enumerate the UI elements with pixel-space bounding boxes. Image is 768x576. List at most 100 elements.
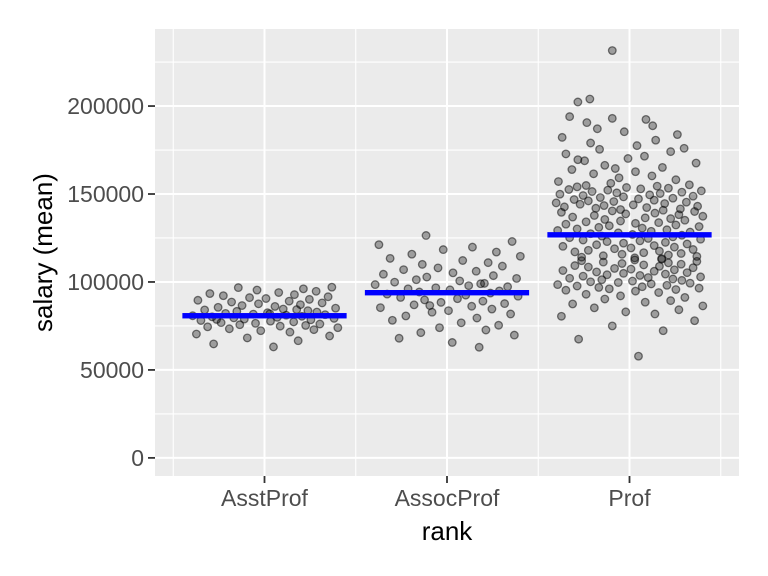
data-point <box>637 223 647 233</box>
data-point <box>385 253 395 263</box>
data-point <box>407 249 417 259</box>
mean-crossbar <box>547 232 712 238</box>
data-point <box>623 154 633 163</box>
data-point <box>680 292 690 302</box>
data-point <box>487 304 497 314</box>
data-point <box>682 268 692 278</box>
data-point <box>652 181 662 191</box>
data-point <box>298 284 308 294</box>
data-point <box>581 217 591 227</box>
data-point <box>676 249 686 258</box>
data-point <box>433 263 443 273</box>
data-point <box>467 242 477 252</box>
data-point <box>634 194 643 204</box>
data-point <box>636 184 646 194</box>
data-point <box>436 297 446 307</box>
data-point <box>647 171 657 181</box>
data-point <box>251 318 260 328</box>
data-point <box>568 299 578 309</box>
data-point <box>651 135 661 145</box>
x-axis-title: rank <box>422 516 474 546</box>
data-point <box>325 331 335 341</box>
data-point <box>270 301 280 311</box>
data-point <box>619 127 629 137</box>
data-point <box>447 338 457 347</box>
data-point <box>610 164 620 173</box>
y-tick-label: 200000 <box>67 93 144 119</box>
data-point <box>218 291 228 301</box>
data-point <box>278 304 288 314</box>
data-point <box>573 97 583 107</box>
data-point <box>642 203 652 213</box>
data-point <box>610 263 619 273</box>
data-point <box>417 259 427 269</box>
data-point <box>570 247 580 257</box>
data-point <box>227 297 237 307</box>
data-point <box>224 324 234 334</box>
data-point <box>507 237 517 246</box>
data-point <box>509 330 519 340</box>
data-point <box>692 252 702 261</box>
data-point <box>274 288 284 297</box>
data-point <box>289 317 299 327</box>
data-point <box>585 94 595 104</box>
data-point <box>654 288 664 297</box>
data-point <box>374 240 384 250</box>
data-point <box>378 269 388 279</box>
data-point <box>612 188 622 198</box>
data-point <box>471 266 481 276</box>
data-point <box>684 180 694 190</box>
data-point <box>481 325 491 335</box>
data-point <box>577 252 587 262</box>
data-point <box>411 275 421 285</box>
data-point <box>649 266 659 276</box>
data-point <box>666 214 676 224</box>
data-point <box>586 138 596 148</box>
data-point <box>409 300 419 310</box>
data-point <box>617 249 627 259</box>
data-point <box>589 211 599 220</box>
data-point <box>698 301 708 311</box>
data-point <box>676 259 686 269</box>
data-point <box>634 351 643 361</box>
data-point <box>315 319 325 329</box>
data-point <box>438 245 448 255</box>
data-point <box>650 208 660 218</box>
data-point <box>235 320 245 330</box>
mean-crossbar <box>364 289 530 296</box>
data-point <box>401 311 411 321</box>
data-point <box>655 189 665 198</box>
data-point <box>688 245 698 254</box>
data-point <box>607 46 617 56</box>
data-point <box>619 192 628 202</box>
data-point <box>672 130 682 139</box>
data-point <box>663 183 673 193</box>
data-point <box>658 205 668 215</box>
data-point <box>640 213 650 223</box>
data-point <box>474 342 484 352</box>
y-tick-label: 100000 <box>67 269 144 295</box>
data-point <box>580 156 590 166</box>
data-point <box>589 303 599 313</box>
data-point <box>675 204 685 214</box>
data-point <box>205 289 215 299</box>
data-point <box>491 247 501 257</box>
data-point <box>696 186 706 196</box>
data-point <box>649 241 659 251</box>
data-point <box>598 251 608 261</box>
data-point <box>677 187 687 197</box>
data-point <box>694 283 704 293</box>
data-point <box>688 191 698 201</box>
data-point <box>578 271 588 281</box>
data-point <box>587 187 597 196</box>
x-tick-label: Prof <box>608 485 651 511</box>
data-point <box>583 245 593 255</box>
data-point <box>637 282 647 292</box>
data-point <box>666 147 676 157</box>
data-point <box>467 301 477 311</box>
data-point <box>422 272 432 282</box>
data-point <box>607 113 617 123</box>
data-point <box>621 307 631 317</box>
data-point <box>583 262 593 272</box>
